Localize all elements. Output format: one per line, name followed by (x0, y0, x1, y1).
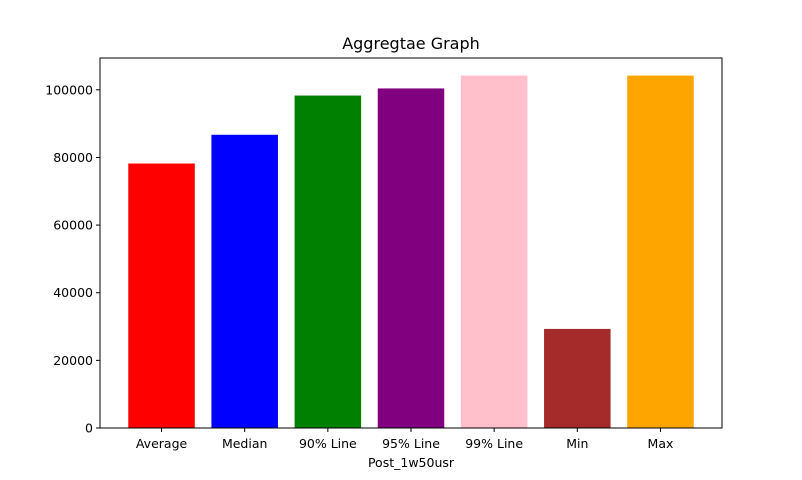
bar-90-line (294, 95, 362, 428)
x-tick-label: Median (222, 436, 267, 451)
x-axis-label: Post_1w50usr (368, 455, 455, 470)
x-tick-label: 90% Line (299, 436, 357, 451)
y-axis: 0 20000 40000 60000 80000 100000 (45, 82, 100, 436)
bar-average (128, 163, 195, 428)
bar-median (211, 134, 278, 428)
bar-min (544, 328, 611, 428)
x-tick-label: Max (648, 436, 674, 451)
x-tick-label: 99% Line (465, 436, 523, 451)
y-tick-label: 60000 (53, 218, 93, 233)
bar-95-line (377, 88, 445, 429)
y-tick-label: 20000 (53, 353, 93, 368)
y-tick-label: 100000 (45, 82, 93, 97)
bars (128, 75, 694, 429)
bar-max (627, 75, 694, 428)
x-tick-label: Min (566, 436, 588, 451)
plot-frame (99, 57, 723, 429)
x-tick-label: Average (136, 436, 188, 451)
bar-99-line (460, 75, 528, 428)
y-tick-label: 80000 (53, 150, 93, 165)
y-tick-label: 40000 (53, 285, 93, 300)
x-tick-label: 95% Line (382, 436, 440, 451)
y-tick-label: 0 (85, 421, 93, 436)
chart-title: Aggregtae Graph (342, 34, 480, 53)
x-axis: Average Median 90% Line 95% Line 99% Line Min… (136, 428, 674, 451)
